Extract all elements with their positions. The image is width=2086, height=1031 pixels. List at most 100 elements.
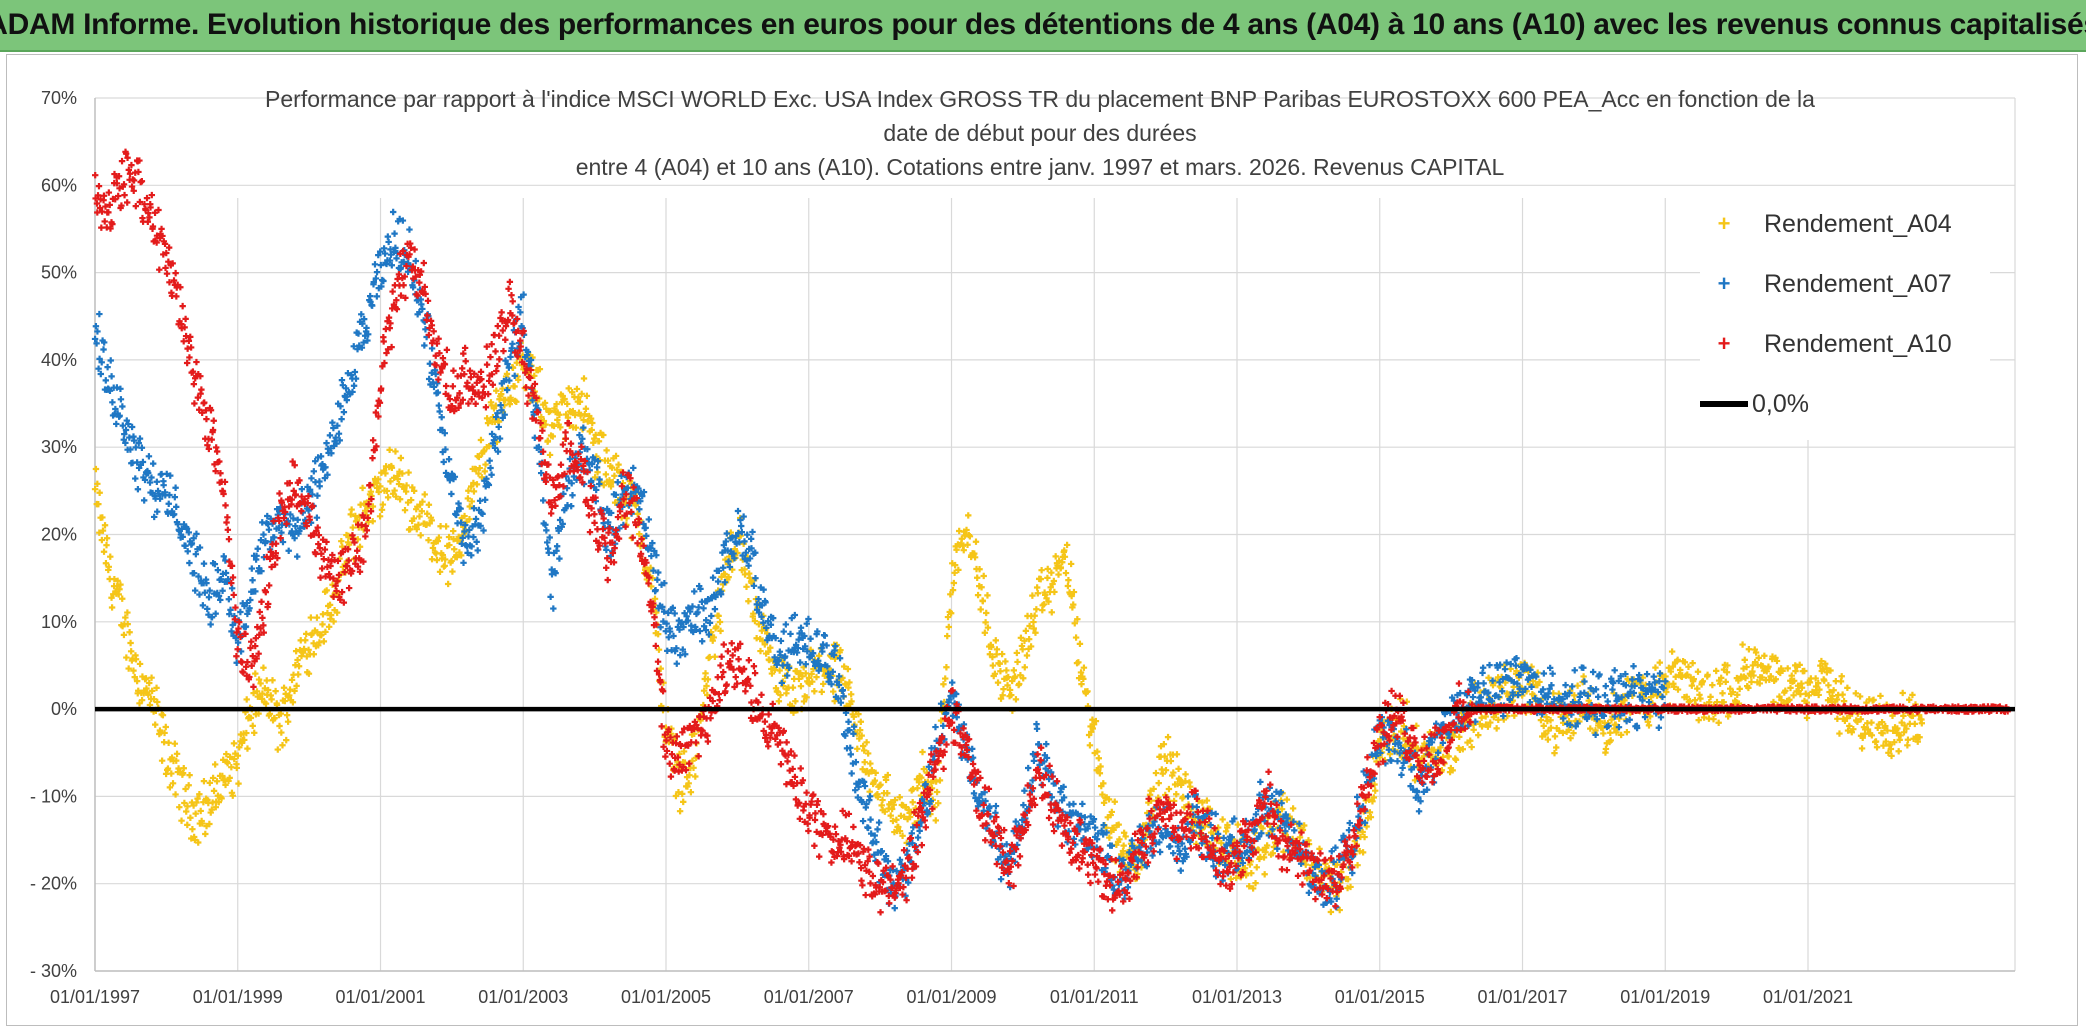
data-point (1884, 727, 1891, 734)
data-point (989, 662, 997, 669)
data-point (99, 514, 106, 521)
data-point (993, 646, 1001, 653)
data-point (1253, 864, 1260, 871)
data-point (356, 543, 364, 550)
data-point (91, 485, 99, 493)
data-point (1336, 906, 1343, 914)
data-point (196, 791, 203, 798)
data-point (578, 390, 585, 398)
data-point (1677, 666, 1684, 674)
data-point (100, 339, 108, 346)
data-point (183, 359, 191, 367)
data-point (564, 414, 572, 421)
data-point (1812, 675, 1819, 682)
data-point (415, 521, 422, 528)
data-point (257, 680, 264, 687)
data-point (874, 826, 881, 833)
data-point (280, 684, 288, 691)
data-point (1187, 783, 1194, 790)
data-point (421, 491, 428, 498)
data-point (543, 527, 550, 534)
data-point (445, 533, 453, 541)
data-point (121, 191, 128, 199)
data-point (1750, 672, 1757, 679)
data-point (226, 753, 234, 761)
data-point (1756, 680, 1763, 687)
data-point (1694, 685, 1701, 692)
data-point (161, 729, 168, 737)
data-point (1170, 849, 1177, 857)
data-point (472, 515, 480, 523)
data-point (419, 498, 426, 505)
data-point (742, 688, 749, 695)
data-point (765, 648, 772, 655)
data-point (557, 461, 565, 468)
data-point (173, 750, 181, 758)
data-point (1177, 867, 1184, 874)
data-point (1904, 742, 1911, 749)
data-point (377, 483, 384, 490)
data-point (111, 575, 118, 583)
data-point (1479, 664, 1487, 671)
data-point (475, 470, 482, 477)
data-point (505, 285, 512, 293)
data-point (603, 447, 610, 454)
data-point (1111, 798, 1118, 805)
data-point (264, 686, 272, 694)
data-point (401, 506, 409, 514)
data-point (891, 796, 899, 804)
data-point (863, 739, 870, 746)
data-point (224, 526, 232, 533)
data-point (1055, 571, 1062, 578)
data-point (375, 488, 382, 496)
data-point (972, 538, 980, 545)
data-point (671, 610, 678, 617)
data-point (172, 269, 179, 277)
data-point (1328, 848, 1335, 855)
data-point (1567, 734, 1574, 742)
data-point (1644, 718, 1652, 725)
data-point (307, 614, 315, 621)
data-point (1909, 691, 1916, 699)
data-point (1739, 641, 1746, 648)
data-point (435, 534, 443, 541)
data-point (442, 523, 450, 530)
data-point (732, 673, 739, 681)
data-point (1607, 737, 1614, 744)
data-point (1048, 569, 1055, 576)
data-point (654, 658, 662, 665)
data-point (260, 531, 267, 538)
data-point (700, 687, 708, 694)
data-point (407, 496, 415, 504)
data-point (1513, 667, 1520, 675)
data-point (1100, 780, 1107, 787)
data-point (1918, 720, 1925, 727)
data-point (914, 785, 921, 792)
data-point (373, 293, 381, 300)
data-point (1062, 569, 1070, 577)
data-point (194, 795, 201, 802)
data-point (1916, 734, 1923, 741)
data-point (145, 691, 152, 698)
data-point (984, 592, 991, 599)
data-point (1805, 692, 1813, 699)
data-point (181, 799, 188, 807)
data-point (1645, 722, 1653, 729)
y-tick-label: - 30% (30, 961, 77, 981)
data-point (1354, 862, 1361, 869)
data-point (789, 684, 797, 691)
data-point (382, 470, 389, 477)
data-point (338, 415, 345, 423)
data-point (1076, 640, 1084, 648)
data-point (865, 824, 872, 832)
data-point (397, 454, 405, 462)
data-point (1033, 606, 1040, 613)
data-point (1021, 637, 1028, 644)
data-point (359, 484, 366, 492)
x-tick-label: 01/01/2007 (764, 987, 854, 1007)
data-point (278, 729, 285, 736)
data-point (286, 692, 293, 699)
data-point (225, 596, 233, 603)
data-point (1219, 816, 1226, 823)
data-point (383, 487, 391, 495)
